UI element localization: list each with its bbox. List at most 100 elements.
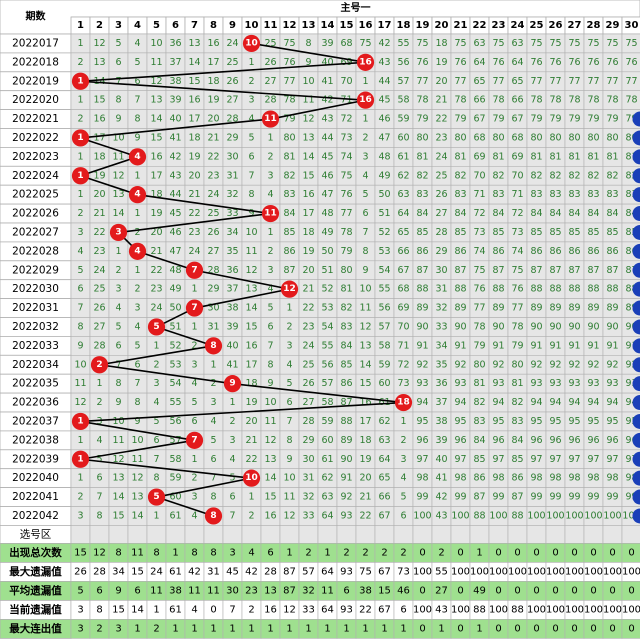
stat-value: 30 bbox=[226, 585, 239, 596]
omission-value: 31 bbox=[207, 321, 219, 332]
omission-value: 36 bbox=[435, 378, 447, 389]
omission-value: 77 bbox=[606, 76, 618, 87]
stat-value: 1 bbox=[172, 547, 178, 558]
omission-value: 13 bbox=[150, 95, 162, 106]
omission-value: 100 bbox=[622, 510, 640, 521]
select-cell[interactable] bbox=[450, 525, 471, 544]
omission-value: 100 bbox=[451, 510, 469, 521]
select-cell[interactable] bbox=[507, 525, 528, 544]
select-cell[interactable] bbox=[545, 525, 566, 544]
omission-value: 55 bbox=[397, 38, 409, 49]
select-cell[interactable] bbox=[412, 525, 433, 544]
hit-number: 1 bbox=[77, 416, 83, 426]
stat-value: 1 bbox=[362, 623, 368, 634]
omission-value: 27 bbox=[207, 246, 219, 257]
select-cell[interactable] bbox=[583, 525, 604, 544]
omission-value: 14 bbox=[245, 303, 257, 314]
stat-value: 33 bbox=[302, 604, 315, 615]
omission-value: 75 bbox=[454, 38, 466, 49]
omission-value: 87 bbox=[454, 265, 466, 276]
omission-value: 85 bbox=[511, 454, 523, 465]
omission-value: 82 bbox=[283, 170, 295, 181]
select-cell[interactable] bbox=[355, 525, 376, 544]
select-cell[interactable] bbox=[602, 525, 623, 544]
omission-value: 84 bbox=[587, 208, 599, 219]
select-cell[interactable] bbox=[526, 525, 547, 544]
select-cell[interactable] bbox=[469, 525, 490, 544]
omission-value: 1 bbox=[96, 378, 102, 389]
select-cell[interactable] bbox=[203, 525, 224, 544]
select-cell[interactable] bbox=[279, 525, 300, 544]
omission-value: 83 bbox=[454, 189, 466, 200]
select-cell[interactable] bbox=[222, 525, 243, 544]
select-cell[interactable] bbox=[564, 525, 585, 544]
omission-value: 86 bbox=[625, 246, 637, 257]
omission-value: 20 bbox=[435, 76, 447, 87]
omission-value: 78 bbox=[625, 95, 637, 106]
omission-value: 80 bbox=[283, 132, 295, 143]
omission-value: 97 bbox=[549, 454, 561, 465]
select-cell[interactable] bbox=[108, 525, 129, 544]
select-cell[interactable] bbox=[184, 525, 205, 544]
omission-value: 63 bbox=[321, 492, 333, 503]
select-cell[interactable] bbox=[317, 525, 338, 544]
omission-value: 8 bbox=[305, 38, 311, 49]
select-cell[interactable] bbox=[374, 525, 395, 544]
omission-value: 41 bbox=[169, 132, 181, 143]
omission-value: 94 bbox=[416, 397, 428, 408]
select-cell[interactable] bbox=[621, 525, 640, 544]
select-cell[interactable] bbox=[393, 525, 414, 544]
stat-value: 88 bbox=[473, 604, 486, 615]
omission-value: 25 bbox=[435, 170, 447, 181]
stat-value: 100 bbox=[508, 566, 527, 577]
select-cell[interactable] bbox=[336, 525, 357, 544]
stat-value: 28 bbox=[264, 566, 277, 577]
trend-line bbox=[80, 118, 271, 139]
select-cell[interactable] bbox=[89, 525, 110, 544]
omission-value: 49 bbox=[378, 170, 390, 181]
select-cell[interactable] bbox=[298, 525, 319, 544]
omission-value: 10 bbox=[245, 227, 257, 238]
select-cell[interactable] bbox=[165, 525, 186, 544]
omission-value: 14 bbox=[359, 359, 371, 370]
select-cell[interactable] bbox=[127, 525, 148, 544]
omission-value: 49 bbox=[321, 227, 333, 238]
select-cell[interactable] bbox=[431, 525, 452, 544]
column-number: 22 bbox=[473, 20, 487, 31]
stat-value: 1 bbox=[324, 547, 330, 558]
stat-value: 11 bbox=[131, 547, 144, 558]
omission-value: 77 bbox=[511, 303, 523, 314]
stat-value: 0 bbox=[419, 585, 425, 596]
select-cell[interactable] bbox=[146, 525, 167, 544]
omission-value: 58 bbox=[169, 454, 181, 465]
omission-value: 98 bbox=[606, 473, 618, 484]
hit-ball bbox=[280, 280, 299, 298]
select-cell[interactable] bbox=[70, 525, 91, 544]
omission-value: 74 bbox=[340, 151, 352, 162]
omission-value: 78 bbox=[587, 95, 599, 106]
select-cell[interactable] bbox=[260, 525, 281, 544]
hit-number: 16 bbox=[359, 95, 372, 105]
omission-value: 51 bbox=[169, 321, 181, 332]
omission-value: 31 bbox=[302, 473, 314, 484]
stat-value: 1 bbox=[153, 604, 159, 615]
stat-value: 15 bbox=[131, 566, 144, 577]
hit-number: 12 bbox=[283, 284, 296, 294]
omission-value: 13 bbox=[131, 492, 143, 503]
select-cell[interactable] bbox=[488, 525, 509, 544]
omission-value: 85 bbox=[340, 359, 352, 370]
omission-value: 2 bbox=[77, 57, 83, 68]
omission-value: 48 bbox=[321, 208, 333, 219]
omission-value: 61 bbox=[321, 454, 333, 465]
omission-value: 5 bbox=[134, 340, 140, 351]
select-cell[interactable] bbox=[241, 525, 262, 544]
stat-value: 11 bbox=[207, 585, 220, 596]
stat-label: 出现总次数 bbox=[9, 546, 62, 559]
omission-value: 1 bbox=[134, 170, 140, 181]
stat-value: 2 bbox=[248, 604, 254, 615]
omission-value: 8 bbox=[362, 246, 368, 257]
stat-value: 2 bbox=[362, 547, 368, 558]
stat-value: 88 bbox=[511, 604, 524, 615]
omission-value: 48 bbox=[169, 265, 181, 276]
omission-value: 91 bbox=[568, 340, 580, 351]
